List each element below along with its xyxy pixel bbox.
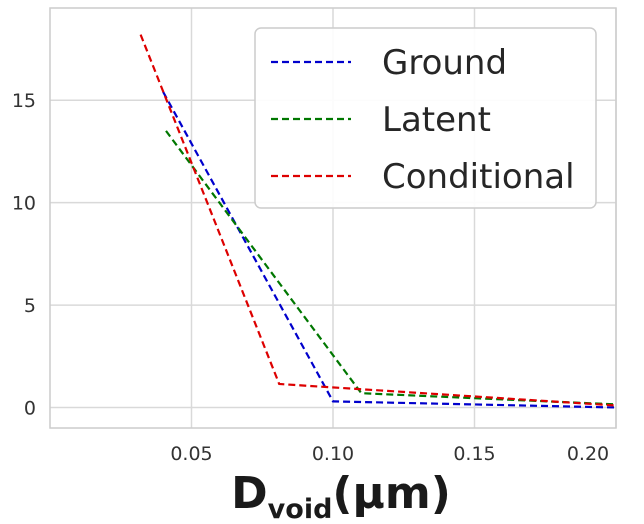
legend-label-ground: Ground (382, 43, 507, 83)
plot-frame (49, 7, 617, 429)
x-axis-label-unit: (μm) (332, 468, 450, 519)
y-tick-label: 5 (24, 295, 36, 317)
x-axis-label: Dvoid(μm) (231, 468, 451, 524)
y-tick-labels: 0 5 10 15 (12, 90, 36, 419)
y-tick-label: 0 (24, 398, 36, 420)
series-line-conditional (139, 34, 617, 407)
y-tick-label: 10 (12, 193, 36, 215)
x-axis-label-subscript: void (268, 494, 333, 524)
series-layer (139, 34, 617, 409)
y-tick-label: 15 (12, 90, 36, 112)
x-tick-label: 0.15 (453, 443, 495, 465)
legend-label-conditional: Conditional (382, 157, 575, 197)
legend-box (254, 27, 597, 209)
legend: Ground Latent Conditional (254, 27, 597, 209)
x-tick-labels: 0.05 0.10 0.15 0.20 (170, 443, 609, 465)
x-tick-label: 0.10 (312, 443, 354, 465)
x-axis-label-main: D (231, 468, 268, 519)
x-tick-label: 0.20 (567, 443, 609, 465)
series-line-ground (162, 91, 617, 409)
legend-label-latent: Latent (382, 100, 491, 140)
x-tick-label: 0.05 (170, 443, 212, 465)
